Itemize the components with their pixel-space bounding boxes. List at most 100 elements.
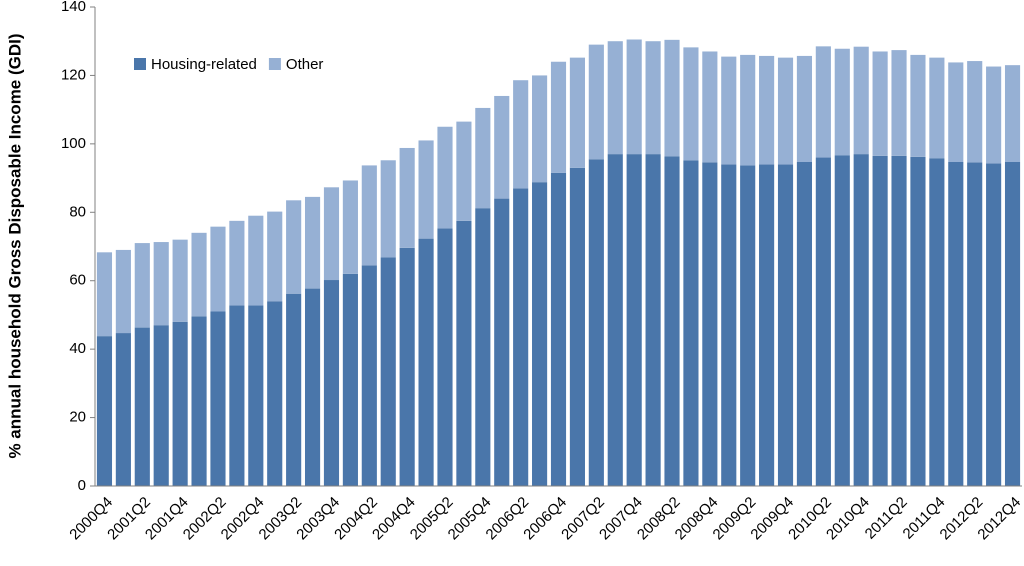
bar-segment [683,47,699,161]
bar-segment [796,161,813,486]
bar-segment [153,325,169,486]
bar-segment [437,126,453,229]
bar-segment [115,333,131,486]
bar-segment [532,182,548,487]
bar-segment [967,61,983,163]
bar-segment [986,163,1002,486]
bar-segment [475,208,491,486]
bar-segment [323,280,340,486]
bar-segment [872,51,888,156]
bar-segment [513,188,529,487]
bar-segment [267,301,283,486]
x-tick-label: 2012Q4 [974,494,1024,544]
y-tick-label: 20 [69,409,86,426]
bar-segment [115,249,131,334]
bar-segment [456,220,472,486]
y-tick-label: 0 [78,477,86,494]
bar-segment [664,156,680,487]
bar-segment [172,239,188,322]
bar-segment [891,155,907,486]
bar-segment [153,242,169,326]
bar-segment [304,196,321,289]
bar-segment [702,162,718,486]
y-axis-title: % annual household Gross Disposable Inco… [5,33,24,458]
y-tick-label: 140 [61,0,86,15]
bar-segment [929,158,945,486]
bar-segment [229,220,245,306]
bar-segment [418,140,434,239]
bar-segment [853,154,869,486]
legend-swatch [268,58,281,70]
bar-segment [645,41,661,155]
bar-segment [910,156,926,486]
bar-segment [834,155,850,487]
bar-segment [380,257,396,486]
bar-segment [304,288,321,486]
bar-segment [286,293,302,486]
legend-label: Housing-related [151,56,257,73]
y-tick-label: 80 [69,203,86,220]
bar-segment [418,238,434,486]
bar-segment [740,165,756,486]
bar-segment [1004,65,1021,162]
bar-segment [777,57,794,165]
bar-segment [456,121,472,221]
y-tick-label: 60 [69,272,86,289]
bar-segment [267,211,283,302]
bar-segment [532,75,548,183]
bar-segment [626,154,642,486]
bar-segment [777,164,794,486]
bar-segment [248,305,264,486]
bar-segment [891,50,907,156]
bar-segment [588,44,604,160]
bar-segment [740,54,756,166]
bar-segment [986,66,1002,164]
bar-segment [721,56,737,165]
bar-segment [513,80,529,189]
bar-segment [399,247,415,486]
y-tick-label: 100 [61,135,86,152]
bar-segment [967,162,983,486]
bar-segment [134,327,150,486]
bar-segment [191,316,207,486]
bar-segment [475,107,491,209]
bar-segment [1004,161,1021,486]
bar-segment [550,172,567,487]
bar-segment [342,273,358,486]
bar-segment [910,54,926,157]
legend-label: Other [286,56,324,73]
y-tick-label: 40 [69,340,86,357]
bar-segment [607,154,623,486]
bar-segment [172,321,188,486]
bar-segment [437,228,453,486]
bar-segment [607,41,623,155]
bar-segment [588,159,604,486]
bar-segment [96,336,113,486]
bar-segment [569,167,585,487]
bar-segment [948,62,964,162]
bar-segment [191,232,207,317]
bar-segment [361,165,377,266]
bar-segment [134,243,150,328]
bar-segment [929,57,945,159]
bar-segment [569,57,585,168]
bar-segment [248,215,264,306]
bar-segment [550,61,567,173]
bar-segment [853,46,869,155]
bar-segment [683,160,699,486]
bar-segment [626,39,642,155]
bar-segment [759,164,775,486]
bar-segment [229,305,245,486]
bar-segment [702,51,718,163]
bar-segment [796,55,813,162]
bar-segment [399,147,415,248]
bar-segment [645,154,661,486]
bar-segment [721,164,737,486]
bar-segment [286,200,302,294]
bar-segment [948,161,964,486]
bar-segment [494,198,510,486]
bar-segment [815,157,831,487]
legend-swatch [134,58,146,70]
bar-segment [759,55,775,165]
